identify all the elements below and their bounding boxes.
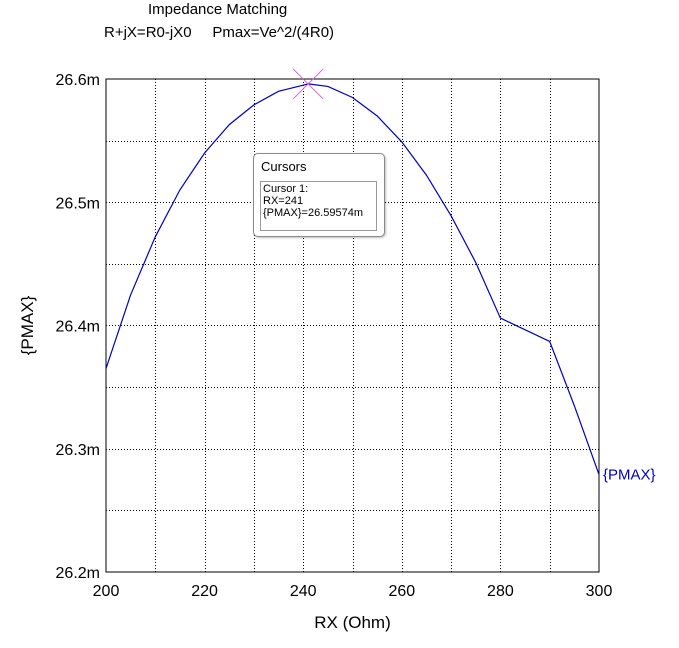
x-tick-label: 300 — [586, 583, 613, 600]
x-tick-label: 260 — [388, 583, 415, 600]
grid — [106, 79, 599, 572]
cursor-readout: Cursor 1: RX=241 {PMAX}=26.59574m — [260, 181, 377, 231]
series-name-label: {PMAX} — [603, 467, 656, 484]
y-tick-label: 26.5m — [56, 195, 100, 212]
chart-subtitle: R+jX=R0-jX0 Pmax=Ve^2/(4R0) — [104, 24, 334, 41]
cursor-y-value: {PMAX}=26.59574m — [263, 207, 363, 219]
x-axis-ticks: 200 220 240 260 280 300 — [93, 583, 613, 600]
series-group: {PMAX} — [105, 83, 656, 484]
y-tick-label: 26.4m — [56, 319, 100, 336]
y-tick-label: 26.3m — [56, 442, 100, 459]
x-tick-label: 220 — [191, 583, 218, 600]
x-tick-label: 240 — [290, 583, 317, 600]
plot-area[interactable] — [105, 78, 600, 573]
cursor-marker[interactable] — [292, 68, 324, 100]
x-tick-label: 280 — [487, 583, 514, 600]
cursor-name: Cursor 1: — [263, 183, 309, 195]
y-axis-label: {PMAX} — [18, 295, 37, 355]
x-tick-label: 200 — [93, 583, 120, 600]
cursor-cross-line — [292, 68, 324, 100]
y-axis-ticks: 26.2m 26.3m 26.4m 26.5m 26.6m — [56, 72, 100, 582]
y-tick-label: 26.2m — [56, 565, 100, 582]
series-line — [105, 83, 600, 475]
chart-title: Impedance Matching — [148, 1, 287, 18]
cursors-panel-title: Cursors — [261, 159, 307, 174]
cursor-x-value: RX=241 — [263, 195, 304, 207]
y-tick-label: 26.6m — [56, 72, 100, 89]
x-axis-label: RX (Ohm) — [314, 613, 391, 632]
cursors-panel[interactable]: Cursors Cursor 1: RX=241 {PMAX}=26.59574… — [253, 153, 385, 237]
